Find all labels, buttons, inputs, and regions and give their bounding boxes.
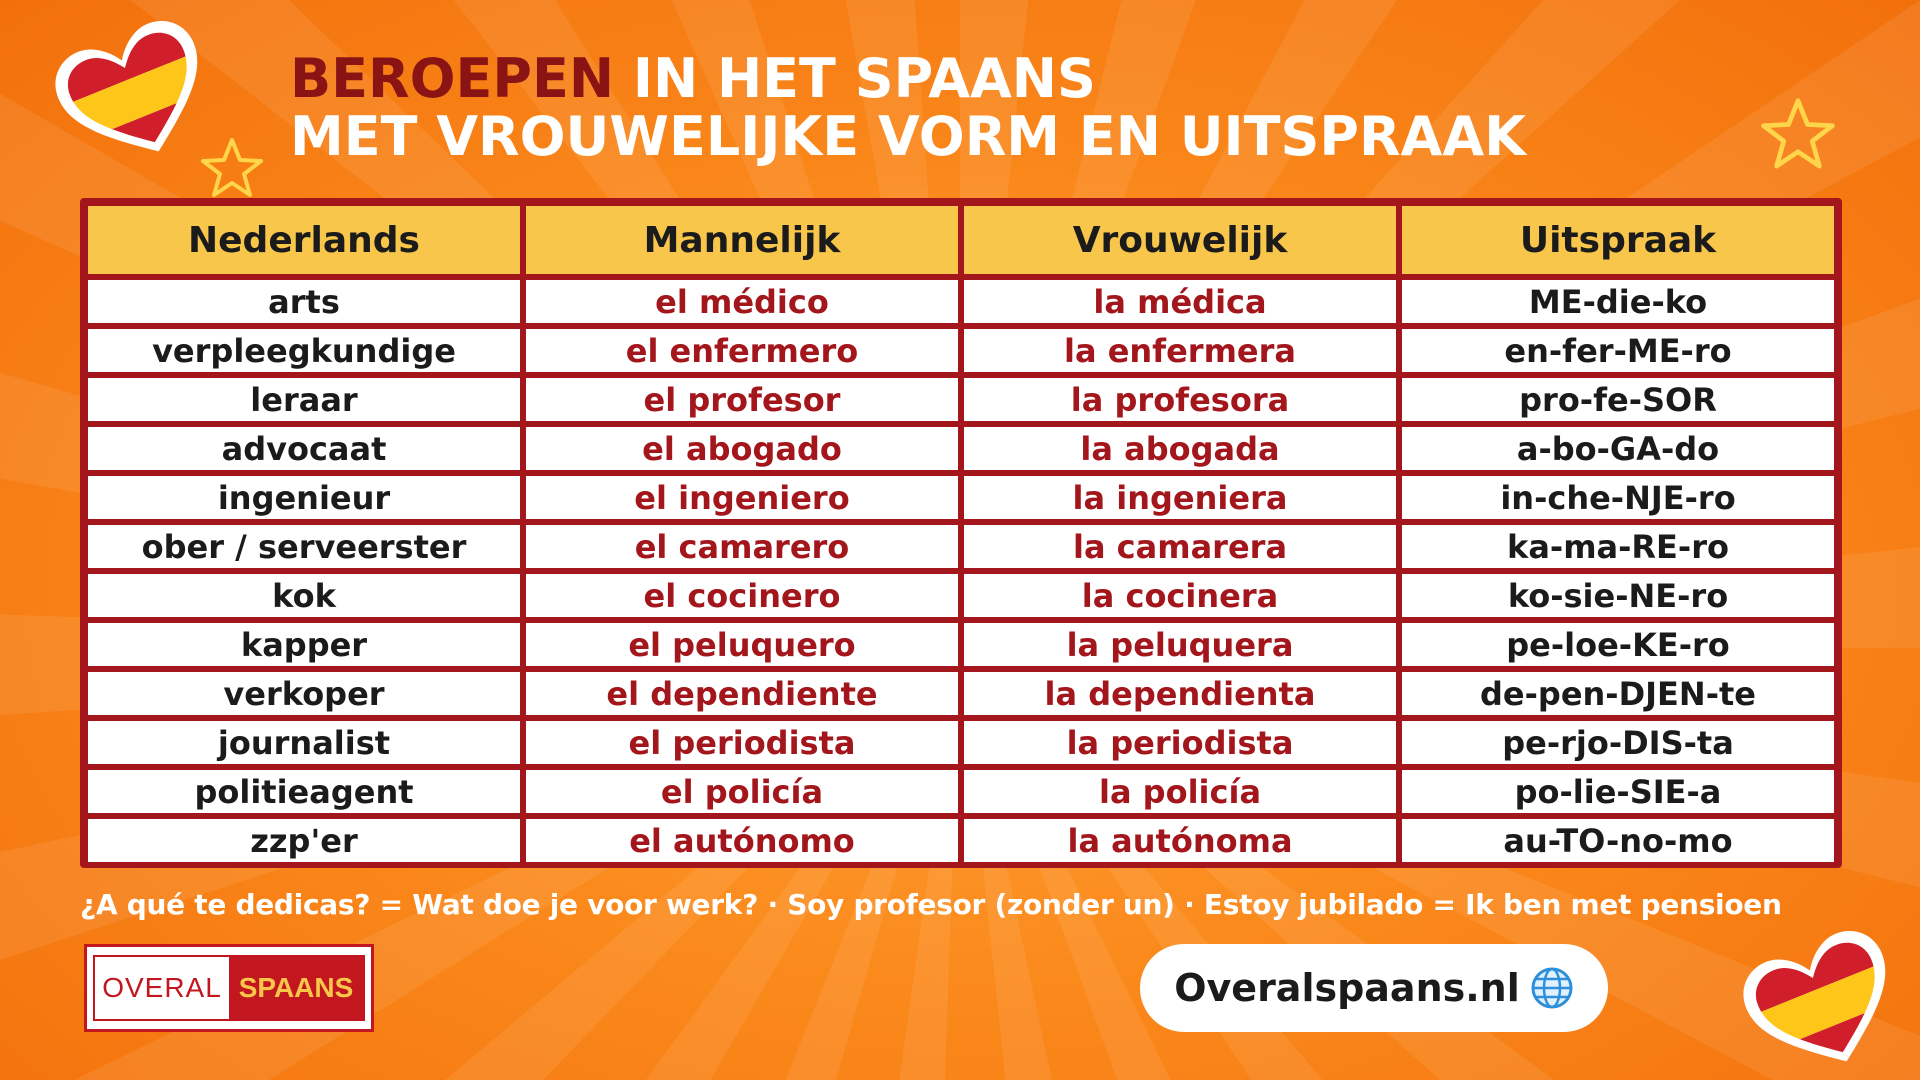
cell-masculine: el ingeniero (526, 476, 958, 519)
cell-feminine: la policía (964, 770, 1396, 813)
cell-pronunciation: au-TO-no-mo (1402, 819, 1834, 862)
header-mannelijk: Mannelijk (526, 206, 958, 274)
cell-dutch: ingenieur (88, 476, 520, 519)
cell-pronunciation: in-che-NJE-ro (1402, 476, 1834, 519)
cell-masculine: el profesor (526, 378, 958, 421)
title-subtitle: MET VROUWELIJKE VORM EN UITSPRAAK (290, 105, 1526, 168)
table-row: politieagent el policía la policía po-lie-S… (88, 770, 1834, 813)
cell-masculine: el autónomo (526, 819, 958, 862)
cell-feminine: la camarera (964, 525, 1396, 568)
cell-pronunciation: ME-die-ko (1402, 280, 1834, 323)
title-accent: BEROEPEN (290, 47, 615, 110)
cell-dutch: zzp'er (88, 819, 520, 862)
table-row: verpleegkundige el enfermero la enfermera e… (88, 329, 1834, 372)
cell-feminine: la autónoma (964, 819, 1396, 862)
cell-pronunciation: de-pen-DJEN-te (1402, 672, 1834, 715)
cell-masculine: el médico (526, 280, 958, 323)
cell-feminine: la periodista (964, 721, 1396, 764)
cell-dutch: verpleegkundige (88, 329, 520, 372)
cell-feminine: la dependienta (964, 672, 1396, 715)
star-outline-icon (1761, 98, 1835, 169)
table-row: zzp'er el autónomo la autónoma au-TO-no-mo (88, 819, 1834, 862)
cell-pronunciation: pe-rjo-DIS-ta (1402, 721, 1834, 764)
cell-masculine: el dependiente (526, 672, 958, 715)
cell-dutch: journalist (88, 721, 520, 764)
table-row: ingenieur el ingeniero la ingeniera in-che-… (88, 476, 1834, 519)
cell-dutch: verkoper (88, 672, 520, 715)
header-nederlands: Nederlands (88, 206, 520, 274)
cell-pronunciation: po-lie-SIE-a (1402, 770, 1834, 813)
table-row: leraar el profesor la profesora pro-fe-SOR (88, 378, 1834, 421)
header-uitspraak: Uitspraak (1402, 206, 1834, 274)
website-link[interactable]: Overalspaans.nl (1140, 944, 1608, 1032)
cell-masculine: el peluquero (526, 623, 958, 666)
cell-masculine: el abogado (526, 427, 958, 470)
cell-masculine: el periodista (526, 721, 958, 764)
cell-pronunciation: ka-ma-RE-ro (1402, 525, 1834, 568)
cell-pronunciation: en-fer-ME-ro (1402, 329, 1834, 372)
cell-dutch: kok (88, 574, 520, 617)
table-row: kok el cocinero la cocinera ko-sie-NE-ro (88, 574, 1834, 617)
header-vrouwelijk: Vrouwelijk (964, 206, 1396, 274)
cell-pronunciation: a-bo-GA-do (1402, 427, 1834, 470)
cell-dutch: arts (88, 280, 520, 323)
table-row: advocaat el abogado la abogada a-bo-GA-do (88, 427, 1834, 470)
cell-pronunciation: pe-loe-KE-ro (1402, 623, 1834, 666)
cell-feminine: la peluquera (964, 623, 1396, 666)
cell-feminine: la profesora (964, 378, 1396, 421)
cell-dutch: leraar (88, 378, 520, 421)
overalspaans-logo: OVERAL SPAANS (84, 944, 374, 1032)
page-title: BEROEPEN IN HET SPAANS MET VROUWELIJKE V… (290, 50, 1526, 166)
cell-dutch: ober / serveerster (88, 525, 520, 568)
cell-pronunciation: ko-sie-NE-ro (1402, 574, 1834, 617)
table-row: journalist el periodista la periodista pe-r… (88, 721, 1834, 764)
logo-text-spaans: SPAANS (229, 957, 363, 1019)
table-row: arts el médico la médica ME-die-ko (88, 280, 1834, 323)
table-row: kapper el peluquero la peluquera pe-loe-KE-… (88, 623, 1834, 666)
cell-masculine: el camarero (526, 525, 958, 568)
star-outline-icon (201, 138, 263, 197)
usage-note: ¿A qué te dedicas? = Wat doe je voor wer… (80, 888, 1782, 921)
cell-feminine: la médica (964, 280, 1396, 323)
table-row: ober / serveerster el camarero la camarera… (88, 525, 1834, 568)
table-row: verkoper el dependiente la dependienta de-p… (88, 672, 1834, 715)
cell-dutch: advocaat (88, 427, 520, 470)
title-rest: IN HET SPAANS (614, 47, 1096, 110)
cell-feminine: la cocinera (964, 574, 1396, 617)
spanish-flag-heart-icon (55, 21, 212, 166)
cell-masculine: el enfermero (526, 329, 958, 372)
cell-pronunciation: pro-fe-SOR (1402, 378, 1834, 421)
website-url[interactable]: Overalspaans.nl (1174, 966, 1520, 1010)
globe-icon (1531, 967, 1573, 1009)
professions-grid: Nederlands Mannelijk Vrouwelijk Uitspraa… (82, 200, 1840, 868)
cell-feminine: la ingeniera (964, 476, 1396, 519)
cell-masculine: el policía (526, 770, 958, 813)
cell-dutch: kapper (88, 623, 520, 666)
logo-text-overal: OVERAL (95, 957, 229, 1019)
cell-dutch: politieagent (88, 770, 520, 813)
cell-masculine: el cocinero (526, 574, 958, 617)
cell-feminine: la abogada (964, 427, 1396, 470)
table-header-row: Nederlands Mannelijk Vrouwelijk Uitspraa… (88, 206, 1834, 274)
spanish-flag-heart-icon (1743, 931, 1900, 1076)
professions-table: Nederlands Mannelijk Vrouwelijk Uitspraa… (80, 198, 1842, 868)
cell-feminine: la enfermera (964, 329, 1396, 372)
